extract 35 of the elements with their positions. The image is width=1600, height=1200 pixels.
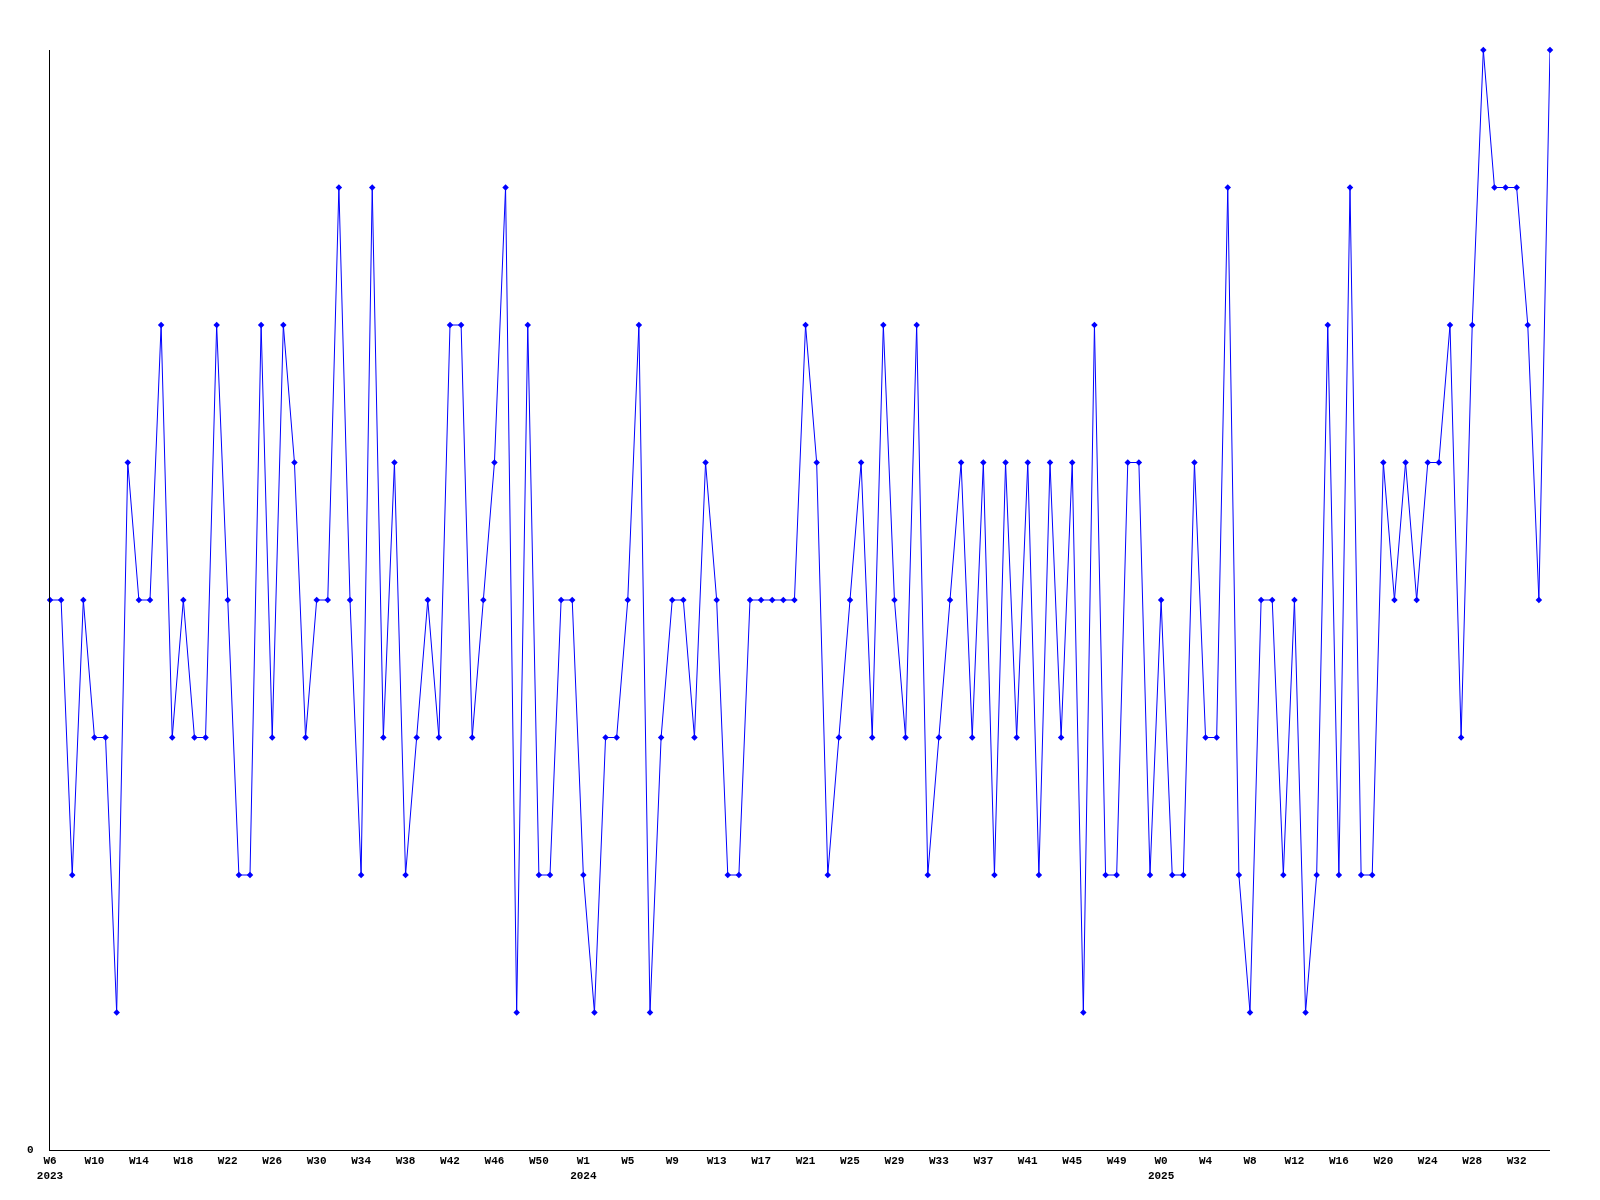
x-tick-label: W17 — [751, 1155, 772, 1168]
x-tick-label: W49 — [1106, 1155, 1127, 1168]
x-tick-label: W42 — [440, 1155, 460, 1168]
x-tick-label: W12 — [1284, 1155, 1305, 1168]
x-tick-label: W34 — [351, 1155, 372, 1168]
x-tick-label: W16 — [1328, 1155, 1349, 1168]
x-tick-label: W50 — [528, 1155, 549, 1168]
x-tick-label: W32 — [1506, 1155, 1527, 1168]
x-tick-label: W14 — [128, 1155, 150, 1168]
x-tick-label: W9 — [665, 1155, 679, 1168]
x-tick-label: W4 — [1198, 1155, 1213, 1168]
x-tick-label: W8 — [1243, 1155, 1257, 1168]
x-tick-label: W18 — [173, 1155, 194, 1168]
x-tick-label: W25 — [840, 1155, 861, 1168]
x-tick-label: W21 — [795, 1155, 816, 1168]
x-tick-label: W22 — [217, 1155, 238, 1168]
x-tick-label: W10 — [84, 1155, 105, 1168]
x-tick-label: W45 — [1062, 1155, 1083, 1168]
x-tick-label: W6 2023 — [36, 1155, 64, 1182]
x-tick-label: W28 — [1462, 1155, 1483, 1168]
x-tick-label: W30 — [306, 1155, 327, 1168]
x-tick-label: W37 — [973, 1155, 994, 1168]
text: 0 — [27, 1144, 34, 1156]
x-tick-label: W33 — [928, 1155, 950, 1168]
x-tick-label: W0 2025 — [1147, 1155, 1175, 1182]
x-tick-label: W26 — [262, 1155, 283, 1168]
x-tick-label: W13 — [706, 1155, 727, 1168]
x-tick-label: W20 — [1373, 1155, 1394, 1168]
x-tick-label: W5 — [621, 1155, 635, 1168]
x-tick-label: W24 — [1417, 1155, 1439, 1168]
x-tick-label: W29 — [884, 1155, 905, 1168]
x-tick-label: W41 — [1017, 1155, 1039, 1168]
x-tick-label: W1 2024 — [570, 1155, 597, 1182]
x-tick-label: W46 — [484, 1155, 505, 1168]
x-tick-label: W38 — [395, 1155, 416, 1168]
